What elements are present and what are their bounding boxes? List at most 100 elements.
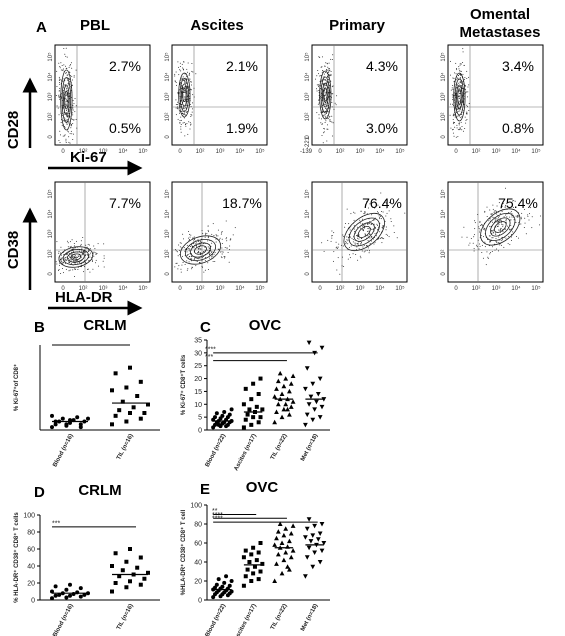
event-dot [499, 213, 501, 215]
data-point [279, 414, 285, 420]
event-dot [353, 228, 355, 230]
event-dot [74, 256, 76, 258]
event-dot [60, 254, 62, 256]
event-dot [459, 117, 461, 119]
event-dot [458, 66, 460, 68]
event-dot [510, 211, 512, 213]
event-dot [65, 112, 67, 114]
event-dot [74, 268, 76, 270]
data-point [120, 399, 125, 404]
event-dot [332, 260, 334, 262]
event-dot [374, 219, 376, 221]
event-dot [453, 135, 455, 137]
event-dot [207, 249, 209, 251]
density-contour [63, 84, 70, 116]
event-dot [229, 249, 231, 251]
event-dot [207, 231, 209, 233]
event-dot [455, 73, 457, 75]
event-dot [62, 68, 64, 70]
event-dot [330, 73, 332, 75]
event-dot [326, 62, 328, 64]
y-tick-label: 10⁴ [47, 72, 54, 82]
y-tick-label: 40 [194, 560, 202, 567]
event-dot [183, 80, 185, 82]
event-dot [370, 236, 372, 238]
event-dot [201, 230, 203, 232]
data-point [319, 548, 325, 554]
event-dot [500, 207, 502, 209]
event-dot [66, 115, 68, 117]
event-dot [72, 109, 74, 111]
event-dot [491, 216, 493, 218]
event-dot [364, 211, 366, 213]
event-dot [363, 251, 365, 253]
event-dot [225, 220, 227, 222]
event-dot [489, 226, 491, 228]
x-tick-label: 10² [472, 149, 481, 155]
event-dot [72, 123, 74, 125]
quadrant-percent: 76.4% [362, 195, 402, 211]
event-dot [396, 237, 398, 239]
event-dot [337, 247, 339, 249]
event-dot [175, 250, 177, 252]
event-dot [180, 119, 182, 121]
event-dot [224, 247, 226, 249]
event-dot [382, 227, 384, 229]
event-dot [56, 85, 58, 87]
event-dot [496, 221, 498, 223]
event-dot [518, 237, 520, 239]
event-dot [190, 258, 192, 260]
event-dot [175, 81, 177, 83]
event-dot [494, 249, 496, 251]
density-contour [322, 82, 329, 108]
event-dot [62, 272, 64, 274]
data-point [60, 416, 65, 421]
event-dot [466, 236, 468, 238]
event-dot [215, 234, 217, 236]
event-dot [217, 235, 219, 237]
event-dot [511, 233, 513, 235]
event-dot [500, 219, 502, 221]
event-dot [331, 86, 333, 88]
event-dot [479, 243, 481, 245]
data-point [124, 585, 129, 590]
event-dot [329, 84, 331, 86]
data-point [110, 564, 114, 568]
y-tick-label: 0 [305, 272, 311, 276]
event-dot [505, 218, 507, 220]
event-dot [467, 106, 469, 108]
event-dot [183, 122, 185, 124]
event-dot [194, 243, 196, 245]
event-dot [509, 244, 511, 246]
event-dot [510, 219, 512, 221]
event-dot [501, 210, 503, 212]
x-tick-label: -139 [300, 149, 313, 155]
data-point [113, 371, 118, 376]
event-dot [364, 233, 366, 235]
column-title: Ascites [190, 17, 243, 34]
event-dot [174, 80, 176, 82]
data-point [252, 564, 257, 569]
event-dot [318, 90, 320, 92]
x-tick-label: 10² [196, 149, 205, 155]
event-dot [531, 216, 533, 218]
density-contour [67, 251, 85, 263]
density-contour [319, 70, 332, 120]
y-tick-label: 10³ [305, 230, 311, 239]
event-dot [192, 102, 194, 104]
data-point [290, 548, 296, 553]
data-point [117, 574, 122, 579]
event-dot [481, 244, 483, 246]
event-dot [193, 243, 195, 245]
x-tick-label: 0 [454, 286, 458, 292]
event-dot [184, 135, 186, 137]
event-dot [185, 106, 187, 108]
event-dot [380, 192, 382, 194]
event-dot [321, 242, 323, 244]
event-dot [346, 239, 348, 241]
data-point [260, 561, 265, 566]
event-dot [489, 240, 491, 242]
event-dot [457, 108, 459, 110]
event-dot [207, 262, 209, 264]
event-dot [468, 102, 470, 104]
